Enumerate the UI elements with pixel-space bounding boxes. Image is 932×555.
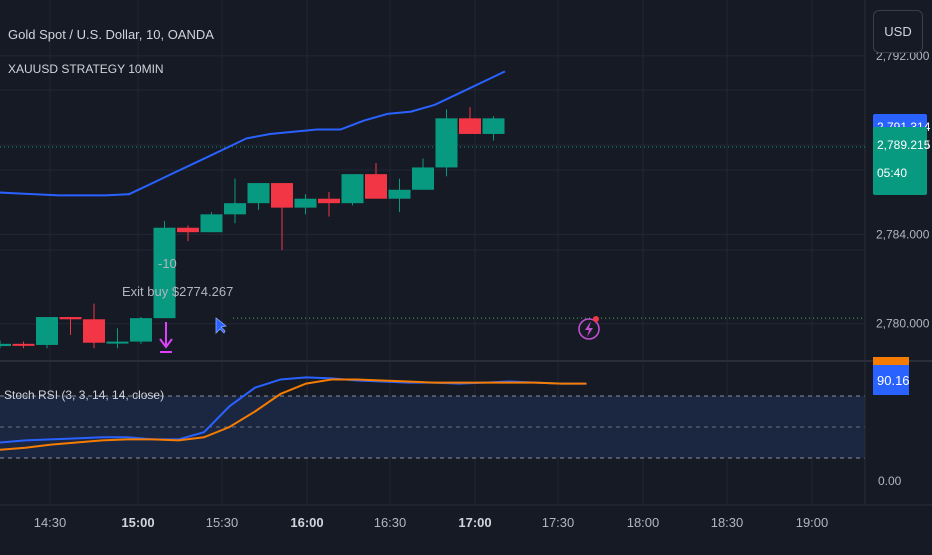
candle-body	[482, 118, 505, 134]
lightning-alert-icon[interactable]	[578, 316, 600, 340]
stoch-tick-zero: 0.00	[878, 474, 902, 488]
candle-body	[435, 118, 458, 168]
stoch-title: Stoch RSI (3, 3, 14, 14, close)	[4, 388, 164, 402]
candle-body	[12, 343, 35, 346]
x-tick-label: 16:30	[374, 515, 407, 530]
candle-body	[341, 174, 364, 204]
candle-body	[83, 319, 105, 343]
candle-body	[271, 183, 293, 208]
trade-qty-label: -10	[158, 256, 177, 271]
candle-body	[294, 198, 317, 208]
x-tick-label: 14:30	[34, 515, 67, 530]
x-tick-label: 17:00	[458, 515, 491, 530]
x-tick-label: 15:00	[121, 515, 154, 530]
stoch-d-badge	[873, 357, 909, 365]
stoch-value-text: 90.16	[877, 373, 910, 388]
candle-body	[412, 167, 434, 190]
symbol-title: Gold Spot / U.S. Dollar, 10, OANDA	[8, 27, 214, 42]
y-tick-label: 2,780.000	[876, 317, 930, 331]
strategy-title: XAUUSD STRATEGY 10MIN	[8, 62, 164, 76]
candle-body	[200, 214, 223, 233]
candle-layer	[0, 107, 505, 349]
cursor-icon	[215, 317, 227, 334]
last-price-text: 2,789.215	[877, 138, 931, 152]
x-tick-label: 15:30	[206, 515, 239, 530]
currency-button[interactable]: USD	[873, 10, 923, 53]
candle-body	[365, 174, 387, 199]
stoch-layer	[0, 376, 587, 451]
candle-body	[177, 227, 199, 233]
exit-arrow-icon	[159, 322, 173, 353]
x-tick-label: 18:00	[627, 515, 660, 530]
upper-band-line	[0, 70, 506, 197]
x-tick-label: 18:30	[711, 515, 744, 530]
exit-buy-label: Exit buy $2774.267	[122, 284, 233, 299]
candle-body	[130, 318, 152, 342]
candle-body	[247, 183, 270, 204]
candle-body	[153, 227, 176, 319]
candle-body	[0, 343, 11, 347]
countdown-text: 05:40	[877, 166, 907, 180]
x-tick-label: 19:00	[796, 515, 829, 530]
x-tick-label: 16:00	[290, 515, 323, 530]
candle-body	[459, 118, 481, 134]
candle-body	[224, 203, 246, 215]
x-tick-label: 17:30	[542, 515, 575, 530]
y-tick-label: 2,784.000	[876, 227, 930, 241]
candle-body	[106, 341, 129, 344]
candle-body	[318, 198, 340, 204]
x-axis: 14:30 15:00 15:30 16:00 16:30 17:00 17:30 18:00…	[34, 515, 829, 530]
candle-body	[36, 317, 58, 345]
last-price-badge	[873, 127, 927, 195]
candle-body	[388, 189, 411, 199]
band-layer	[0, 70, 506, 197]
stoch-d-line	[0, 378, 587, 451]
candle-body	[59, 317, 82, 320]
stoch-value-badge	[873, 365, 909, 395]
